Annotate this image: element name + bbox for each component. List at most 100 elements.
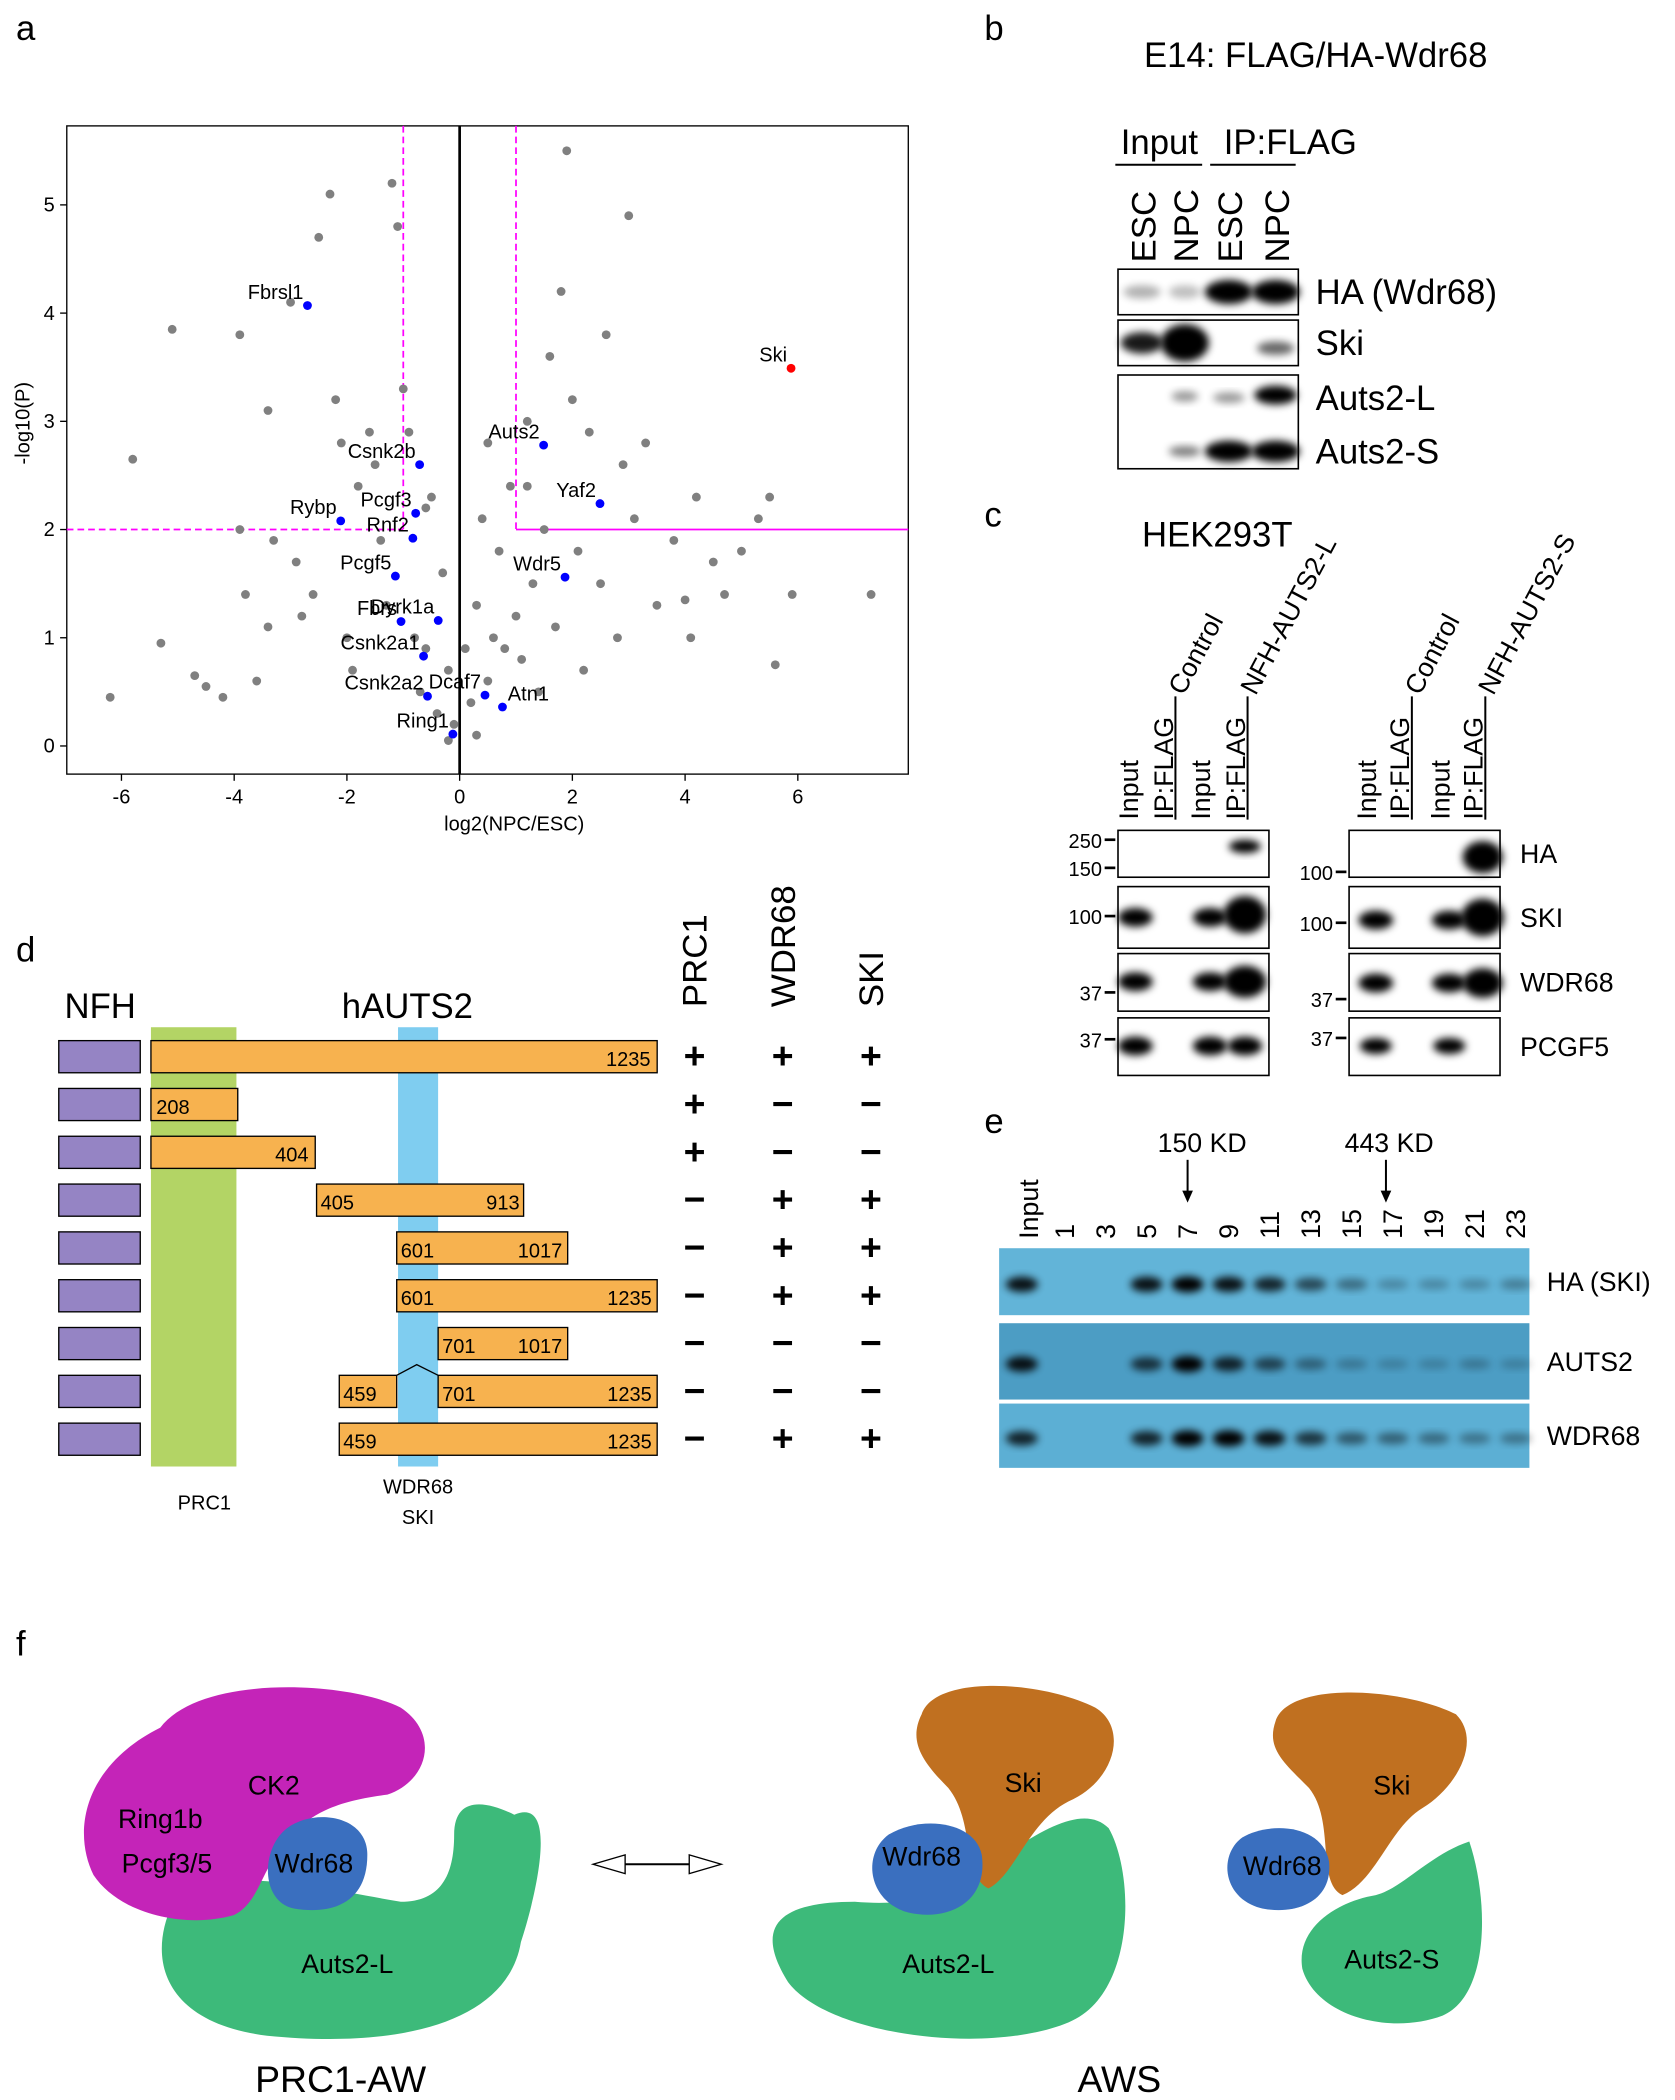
band: [1204, 279, 1253, 305]
point-label: Ski: [759, 345, 787, 367]
y-tick-label: 3: [44, 411, 55, 433]
band: [1168, 285, 1201, 299]
data-point: [505, 481, 515, 491]
lane-label: IP:FLAG: [1459, 717, 1489, 820]
fragment-label: 208: [156, 1097, 189, 1119]
marker-label: 37: [1311, 990, 1333, 1012]
marker-label: 37: [1311, 1029, 1333, 1051]
data-point: [680, 595, 690, 605]
interaction-sign: −: [772, 1083, 794, 1125]
data-point: [539, 525, 549, 534]
data-point: [595, 499, 605, 508]
band: [1254, 385, 1297, 405]
interaction-sign: −: [772, 1369, 794, 1411]
band: [1458, 1432, 1491, 1444]
data-point: [517, 654, 527, 664]
data-point: [443, 665, 453, 675]
data-point: [551, 622, 560, 632]
band: [1251, 279, 1300, 305]
data-point: [303, 301, 312, 310]
tag-box: [58, 1087, 141, 1122]
condition-label: Control: [1399, 609, 1466, 699]
blot: [1117, 829, 1270, 879]
data-point: [432, 709, 442, 718]
column-label: WDR68: [765, 885, 803, 1007]
data-point: [376, 535, 386, 545]
band: [1499, 1432, 1532, 1444]
data-point: [370, 460, 380, 470]
lane-label: Input: [1186, 759, 1216, 819]
data-point: [545, 351, 555, 361]
data-point: [522, 481, 532, 491]
fragment-label: 601: [401, 1288, 434, 1310]
data-point: [252, 676, 262, 686]
fragment-bar: [437, 1374, 658, 1409]
marker-label: 100: [1069, 907, 1102, 929]
y-tick-label: 1: [44, 627, 55, 649]
deletion-link: [396, 1363, 439, 1376]
band-label: HA (Wdr68): [1316, 274, 1497, 312]
data-point: [387, 178, 397, 188]
data-point: [128, 454, 138, 464]
data-point: [596, 579, 605, 589]
data-point: [348, 665, 357, 675]
data-point: [263, 406, 273, 415]
data-point: [466, 698, 476, 708]
band-label: Ski: [1316, 325, 1364, 363]
fragment-bar: [396, 1231, 569, 1265]
band-label: WDR68: [1547, 1421, 1641, 1451]
interaction-sign: +: [684, 1130, 706, 1172]
data-point: [393, 222, 403, 231]
band: [1120, 332, 1164, 354]
band: [1168, 445, 1201, 457]
complex-name: PRC1-AW: [255, 2058, 427, 2100]
interaction-sign: −: [772, 1322, 794, 1364]
band: [1160, 324, 1209, 362]
band: [1251, 440, 1300, 463]
data-point: [419, 651, 428, 661]
data-point: [539, 440, 549, 450]
data-point: [235, 330, 245, 340]
data-point: [629, 514, 639, 524]
auts2-l-shape: [772, 1818, 1126, 2039]
data-point: [291, 557, 301, 567]
band: [1118, 1036, 1153, 1056]
lane-label: NPC: [1168, 189, 1206, 263]
data-point: [218, 692, 228, 702]
marker-label: 250: [1069, 831, 1102, 853]
band: [1335, 1432, 1368, 1445]
data-point: [460, 644, 470, 653]
double-arrow: [590, 1854, 724, 1875]
band-label: AUTS2: [1547, 1347, 1633, 1377]
data-point: [448, 729, 458, 739]
band: [1433, 1037, 1466, 1055]
marker-arrowhead: [1380, 1190, 1392, 1203]
complex-name: AWS: [1077, 2058, 1161, 2100]
data-point: [613, 633, 622, 643]
band: [1376, 1359, 1409, 1369]
point-label: Fbrs: [357, 598, 397, 620]
wdr68-shape: [1227, 1828, 1330, 1911]
complex-label: Wdr68: [882, 1842, 961, 1872]
point-label: Wdr5: [513, 553, 561, 575]
data-point: [411, 508, 421, 518]
band: [1171, 391, 1199, 402]
interaction-sign: −: [860, 1130, 882, 1172]
point-label: Fbrsl1: [248, 282, 304, 304]
panel-letter: c: [984, 496, 1001, 534]
marker-label: 150: [1069, 859, 1102, 881]
point-label: Csnk2a2: [344, 672, 423, 694]
interaction-sign: +: [772, 1417, 794, 1459]
tag-label: NFH: [65, 988, 136, 1026]
marker-label: 100: [1300, 914, 1333, 936]
interaction-sign: +: [772, 1274, 794, 1316]
data-point: [156, 638, 166, 648]
data-point: [241, 590, 250, 599]
point-label: Csnk2a1: [341, 632, 420, 654]
band: [1499, 1279, 1532, 1290]
band: [1253, 1277, 1286, 1292]
band: [1227, 1036, 1263, 1056]
fragment-label: 1017: [518, 1336, 563, 1358]
band-label: Auts2-S: [1316, 433, 1440, 471]
lane-label: Input: [1425, 759, 1455, 819]
